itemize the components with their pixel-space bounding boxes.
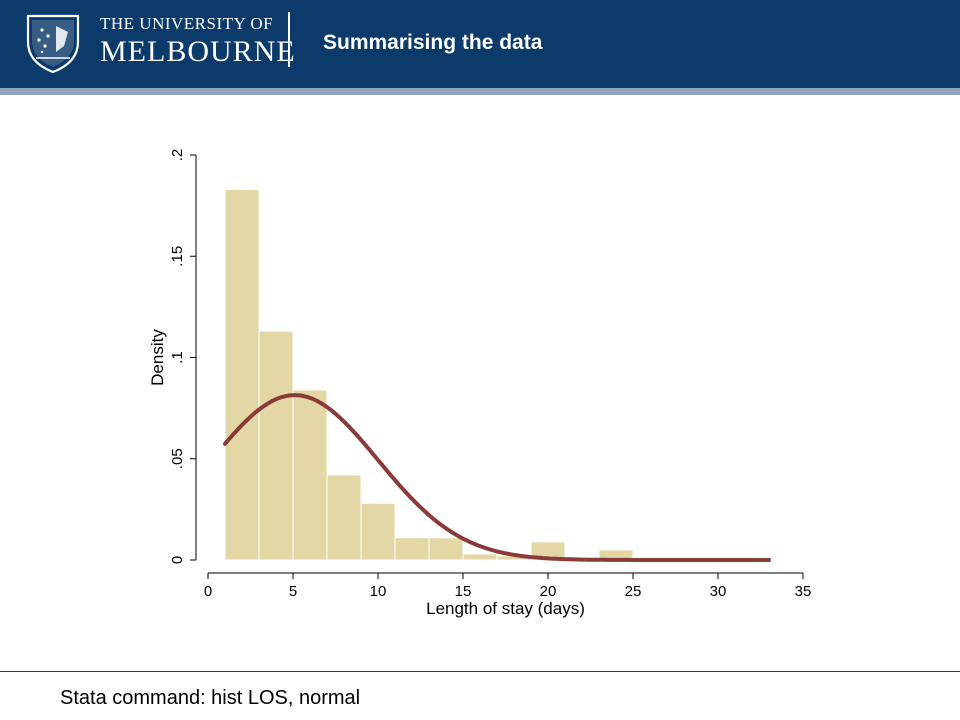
x-tick-label: 15: [455, 583, 472, 600]
x-tick-label: 30: [710, 583, 727, 600]
histogram-bar: [326, 474, 362, 561]
y-tick-label: 0: [169, 556, 186, 564]
footer-divider: [0, 671, 960, 672]
y-tick-label: .2: [169, 149, 186, 162]
histogram-bar: [394, 537, 430, 561]
x-axis-ticks: 0 5 10 15 20 25 30 35: [204, 573, 812, 600]
x-tick-label: 0: [204, 583, 212, 600]
y-tick-label: .15: [169, 246, 186, 267]
university-crest-icon: [26, 14, 80, 74]
slide-title: Summarising the data: [323, 31, 543, 54]
x-tick-label: 20: [540, 583, 557, 600]
y-tick-label: .1: [169, 351, 186, 364]
university-name-line1: THE UNIVERSITY OF: [100, 14, 274, 33]
university-name-line2: MELBOURNE: [100, 35, 296, 68]
y-axis-title: Density: [148, 329, 167, 386]
x-tick-label: 5: [289, 583, 297, 600]
footer-stata-command: Stata command: hist LOS, normal: [60, 687, 361, 709]
x-tick-label: 10: [370, 583, 387, 600]
histogram-bar: [462, 553, 498, 561]
histogram-bar: [292, 389, 328, 561]
x-tick-label: 35: [795, 583, 812, 600]
slide-header: [0, 0, 960, 88]
x-axis-title: Length of stay (days): [426, 599, 585, 618]
normal-density-curve: [223, 393, 771, 562]
histogram-bar: [360, 502, 396, 561]
header-accent-stripe: [0, 88, 960, 95]
x-tick-label: 25: [625, 583, 642, 600]
y-tick-label: .05: [169, 448, 186, 469]
histogram-bar: [224, 188, 260, 561]
y-axis-ticks: 0 .05 .1 .15 .2: [169, 149, 196, 564]
histogram-bar: [428, 537, 464, 561]
histogram-bar: [258, 330, 294, 561]
histogram-bars: [224, 188, 770, 561]
header-divider: [288, 12, 290, 67]
